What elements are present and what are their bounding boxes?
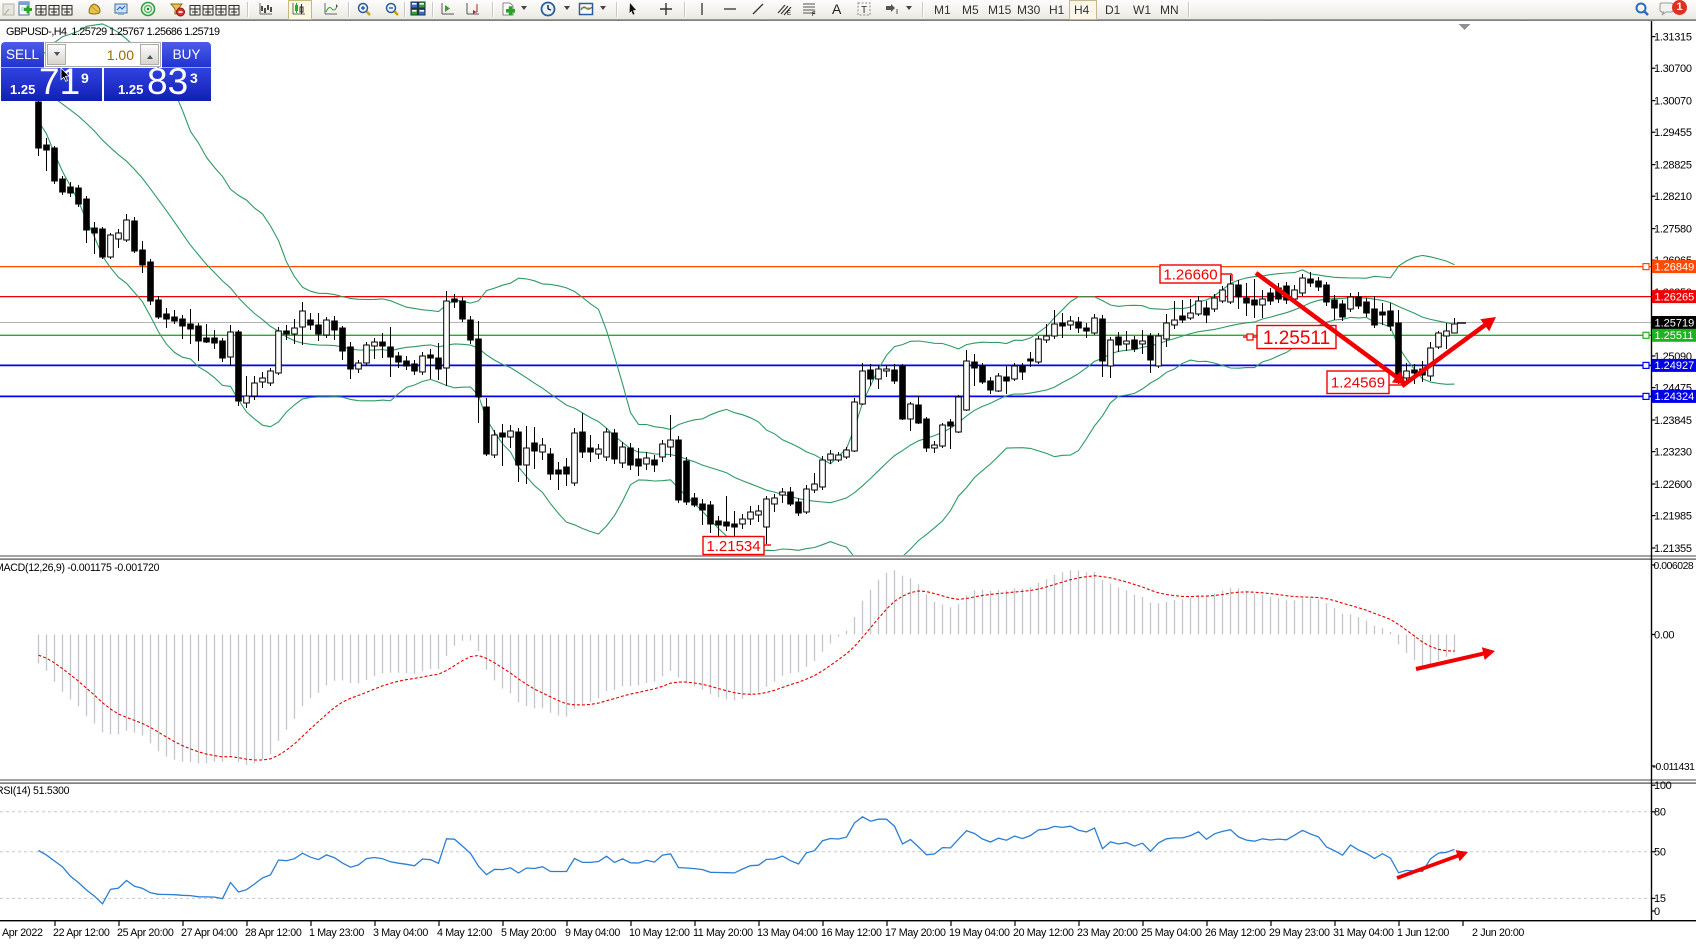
svg-text:25 May 04:00: 25 May 04:00 [1141, 927, 1202, 939]
svg-text:1.22600: 1.22600 [1654, 479, 1692, 491]
svg-text:15: 15 [1654, 893, 1666, 905]
svg-text:1.28210: 1.28210 [1654, 191, 1692, 203]
svg-text:20 May 12:00: 20 May 12:00 [1013, 927, 1074, 939]
svg-text:29 May 23:00: 29 May 23:00 [1269, 927, 1330, 939]
svg-text:1.21355: 1.21355 [1654, 543, 1692, 555]
svg-text:31 May 04:00: 31 May 04:00 [1333, 927, 1394, 939]
svg-text:1.25511: 1.25511 [1263, 328, 1330, 349]
svg-text:1.21534: 1.21534 [706, 538, 760, 555]
svg-text:16 May 12:00: 16 May 12:00 [821, 927, 882, 939]
svg-text:0.006028: 0.006028 [1654, 561, 1694, 572]
svg-text:9 May 04:00: 9 May 04:00 [565, 927, 620, 939]
svg-text:1.31315: 1.31315 [1654, 31, 1692, 43]
svg-text:3 May 04:00: 3 May 04:00 [373, 927, 428, 939]
svg-text:25 Apr 20:00: 25 Apr 20:00 [117, 927, 174, 939]
svg-text:5 May 20:00: 5 May 20:00 [501, 927, 556, 939]
svg-text:17 May 20:00: 17 May 20:00 [885, 927, 946, 939]
svg-text:80: 80 [1654, 807, 1666, 819]
svg-text:1.29455: 1.29455 [1654, 127, 1692, 139]
svg-text:1.24927: 1.24927 [1655, 360, 1695, 372]
svg-text:23 May 20:00: 23 May 20:00 [1077, 927, 1138, 939]
svg-text:RSI(14) 51.5300: RSI(14) 51.5300 [0, 785, 70, 797]
svg-text:4 May 12:00: 4 May 12:00 [437, 927, 492, 939]
svg-text:10 May 12:00: 10 May 12:00 [629, 927, 690, 939]
svg-text:1.30700: 1.30700 [1654, 63, 1692, 75]
svg-text:0: 0 [1654, 906, 1660, 918]
svg-text:1.26660: 1.26660 [1163, 266, 1217, 283]
svg-text:50: 50 [1654, 847, 1666, 859]
svg-text:1 Jun 12:00: 1 Jun 12:00 [1397, 927, 1449, 939]
svg-text:1.25511: 1.25511 [1655, 330, 1694, 342]
svg-text:GBPUSD-,H4 1.25729 1.25767 1.: GBPUSD-,H4 1.25729 1.25767 1.25686 1.257… [6, 26, 220, 38]
svg-text:22 Apr 12:00: 22 Apr 12:00 [53, 927, 110, 939]
svg-text:1.30070: 1.30070 [1654, 95, 1692, 107]
svg-text:F: F [812, 12, 816, 17]
svg-text:T: T [861, 5, 867, 16]
svg-text:1.23845: 1.23845 [1654, 415, 1692, 427]
svg-text:1.26265: 1.26265 [1655, 291, 1695, 303]
svg-text:1.28825: 1.28825 [1654, 159, 1692, 171]
svg-text:1.27580: 1.27580 [1654, 223, 1692, 235]
svg-text:13 May 04:00: 13 May 04:00 [757, 927, 818, 939]
svg-text:0.00: 0.00 [1654, 629, 1674, 641]
svg-text:26 May 12:00: 26 May 12:00 [1205, 927, 1266, 939]
svg-text:28 Apr 12:00: 28 Apr 12:00 [245, 927, 302, 939]
svg-text:2 Jun 20:00: 2 Jun 20:00 [1472, 927, 1524, 939]
svg-text:19 May 04:00: 19 May 04:00 [949, 927, 1010, 939]
svg-text:100: 100 [1654, 780, 1672, 792]
svg-text:E: E [787, 11, 791, 17]
svg-text:-0.011431: -0.011431 [1653, 762, 1696, 773]
svg-text:1 May 23:00: 1 May 23:00 [309, 927, 364, 939]
svg-text:11 May 20:00: 11 May 20:00 [693, 927, 753, 939]
svg-text:1.23230: 1.23230 [1654, 446, 1692, 458]
svg-text:1.26849: 1.26849 [1655, 261, 1695, 273]
svg-text:1.21985: 1.21985 [1654, 510, 1692, 522]
svg-text:1.24324: 1.24324 [1655, 391, 1695, 403]
svg-text:1.24569: 1.24569 [1331, 375, 1385, 392]
svg-text:Apr 2022: Apr 2022 [2, 927, 43, 939]
svg-text:MACD(12,26,9) -0.001175 -0.001: MACD(12,26,9) -0.001175 -0.001720 [0, 562, 160, 574]
svg-text:1.25719: 1.25719 [1655, 317, 1695, 329]
svg-text:27 Apr 04:00: 27 Apr 04:00 [181, 927, 238, 939]
